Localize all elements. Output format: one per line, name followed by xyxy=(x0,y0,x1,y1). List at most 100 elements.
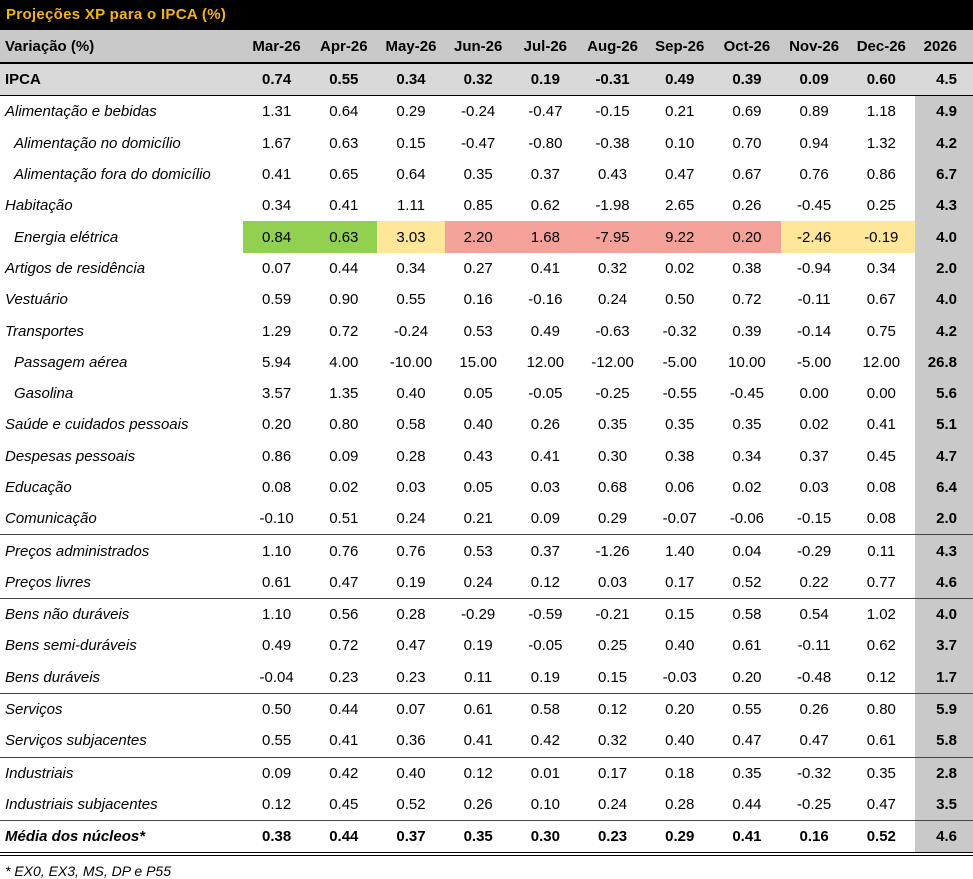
row-label: Comunicação xyxy=(0,503,244,536)
month-value: -0.06 xyxy=(713,503,781,536)
month-value: 0.47 xyxy=(713,725,781,758)
month-value: 0.29 xyxy=(578,503,647,536)
month-value: 0.20 xyxy=(665,701,695,719)
month-value: 0.51 xyxy=(310,503,378,536)
month-value: 0.67 xyxy=(866,291,896,309)
row-label: Preços livres xyxy=(0,566,244,600)
month-value: 0.35 xyxy=(732,416,762,434)
month-value: 0.34 xyxy=(377,63,445,97)
month-value: -1.98 xyxy=(595,197,630,215)
row-label: Serviços subjacentes xyxy=(0,725,244,758)
month-value: 0.64 xyxy=(396,166,426,184)
table-row: Alimentação no domicílio 1.67 0.63 0.15 -0.4… xyxy=(0,127,973,159)
month-value: 0.62 xyxy=(530,197,560,215)
month-value: -0.05 xyxy=(528,385,563,403)
month-value: 0.72 xyxy=(329,637,359,655)
month-value: 0.86 xyxy=(866,166,896,184)
row-label: Alimentação no domicílio xyxy=(14,134,181,152)
month-value: 0.30 xyxy=(597,447,628,465)
year-value: 5.8 xyxy=(914,725,973,758)
row-label: Alimentação fora do domicílio xyxy=(14,166,211,184)
month-value: -0.31 xyxy=(578,63,647,97)
table-row: Bens duráveis -0.04 0.23 0.23 0.11 0.19 0.15 -0… xyxy=(0,661,973,694)
month-value: 0.08 xyxy=(866,479,896,496)
month-value: 0.12 xyxy=(511,566,579,600)
month-value: -2.46 xyxy=(780,221,848,253)
month-value: 0.69 xyxy=(732,103,762,121)
month-value: 0.23 xyxy=(377,661,445,694)
month-value: 0.38 xyxy=(732,259,762,277)
month-value: 0.26 xyxy=(530,416,560,434)
month-value: -0.03 xyxy=(646,661,714,694)
month-value: 0.34 xyxy=(732,447,762,465)
month-value: 0.38 xyxy=(243,820,311,857)
month-value: 0.28 xyxy=(646,788,714,822)
month-value: 0.26 xyxy=(732,197,762,215)
month-value: -0.94 xyxy=(797,259,832,277)
month-value: 0.42 xyxy=(329,764,359,782)
month-value: 0.64 xyxy=(329,103,359,121)
month-value: -0.47 xyxy=(528,103,563,121)
month-value: 0.55 xyxy=(310,63,378,97)
month-value: -0.15 xyxy=(595,103,630,121)
row-label: Transportes xyxy=(5,322,84,340)
month-value: 0.19 xyxy=(511,63,579,97)
month-header: Jun-26 xyxy=(444,30,512,64)
row-label: Preços administrados xyxy=(5,542,150,560)
month-value: 0.23 xyxy=(310,661,378,694)
month-value: 0.89 xyxy=(799,103,829,121)
month-value: -0.32 xyxy=(662,322,697,340)
year-value: 4.0 xyxy=(914,284,973,316)
month-header: Sep-26 xyxy=(646,30,714,64)
month-value: 0.09 xyxy=(780,63,848,97)
month-value: -0.11 xyxy=(797,291,831,309)
row-label: Educação xyxy=(5,479,72,496)
month-value: 0.43 xyxy=(597,166,628,184)
month-value: 0.50 xyxy=(262,701,292,719)
month-value: 0.94 xyxy=(799,134,829,152)
projections-table: Variação (%) Mar-26 Apr-26 May-26 Jun-26 Jul-… xyxy=(0,30,973,857)
month-value: 0.72 xyxy=(329,322,359,340)
month-value: 0.20 xyxy=(713,661,781,694)
month-value: 0.40 xyxy=(396,764,426,782)
month-value: 0.44 xyxy=(713,788,781,822)
month-value: 0.60 xyxy=(847,63,915,97)
year-value: 3.7 xyxy=(914,630,973,662)
month-value: 0.41 xyxy=(329,197,359,215)
month-value: -0.24 xyxy=(461,103,496,121)
month-value: -12.00 xyxy=(591,353,634,371)
month-value: 0.15 xyxy=(396,134,426,152)
year-value: 3.5 xyxy=(914,788,973,822)
month-value: 1.29 xyxy=(262,322,292,340)
row-label: Média dos núcleos* xyxy=(0,820,244,857)
month-value: 0.21 xyxy=(444,503,512,536)
month-value: 0.44 xyxy=(329,259,359,277)
month-value: 1.35 xyxy=(329,385,359,403)
table-row: IPCA 0.74 0.55 0.34 0.32 0.19 -0.31 0.49 0.39 0.0… xyxy=(0,63,973,97)
month-value: 0.20 xyxy=(713,221,781,253)
month-value: 10.00 xyxy=(728,353,766,371)
month-value: 0.30 xyxy=(511,820,579,857)
month-value: 0.32 xyxy=(597,259,628,277)
month-value: 0.52 xyxy=(377,788,445,822)
month-value: -5.00 xyxy=(662,353,697,371)
month-value: 0.15 xyxy=(665,606,695,624)
month-value: -7.95 xyxy=(578,221,647,253)
row-label: Passagem aérea xyxy=(14,353,128,371)
month-value: 0.56 xyxy=(329,606,359,624)
table-row: Industriais 0.09 0.42 0.40 0.12 0.01 0.17 0.18 0… xyxy=(0,757,973,789)
month-value: 0.35 xyxy=(463,166,493,184)
month-value: 0.47 xyxy=(847,788,915,822)
table-row: Serviços subjacentes 0.55 0.41 0.36 0.41 0.42… xyxy=(0,725,973,758)
month-value: 0.12 xyxy=(847,661,915,694)
month-value: 0.25 xyxy=(866,197,896,215)
row-label: Industriais xyxy=(5,764,74,782)
month-value: 1.40 xyxy=(665,542,695,560)
month-value: 0.29 xyxy=(396,103,426,121)
month-value: 0.41 xyxy=(310,725,378,758)
month-value: 0.80 xyxy=(866,701,896,719)
row-label: Alimentação e bebidas xyxy=(5,103,157,121)
month-value: 0.22 xyxy=(780,566,848,600)
month-value: 0.02 xyxy=(799,416,829,434)
